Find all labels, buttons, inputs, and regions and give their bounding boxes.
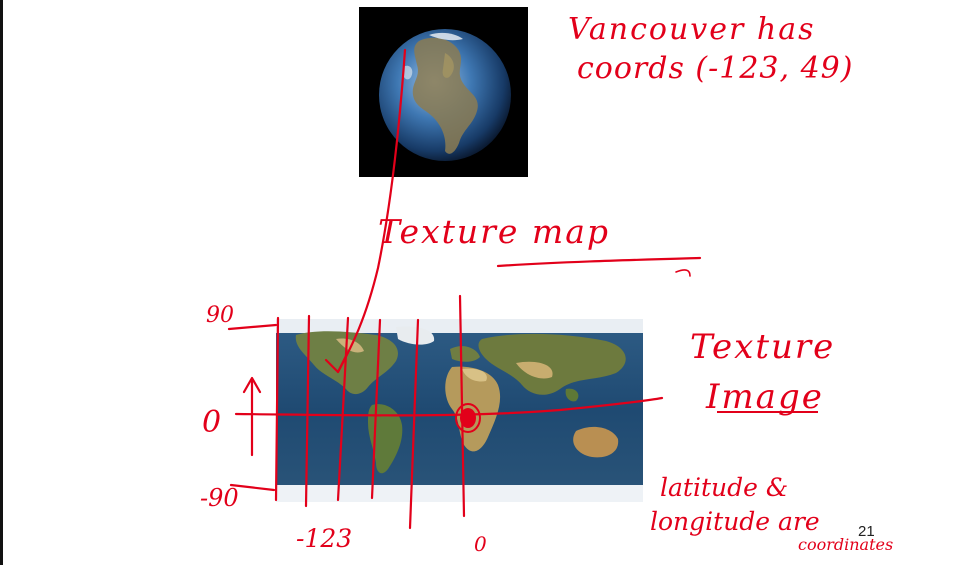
vancouver-origin-circle <box>455 403 481 433</box>
vancouver-arrow-head <box>324 354 348 374</box>
longitude-line-minus-123 <box>336 316 350 502</box>
latitude-0-label: 0 <box>202 405 222 440</box>
latitude-90-label: 90 <box>206 303 234 328</box>
vancouver-origin-dot <box>460 408 476 428</box>
lat-minus-90-tick <box>229 483 276 492</box>
slide-left-border <box>0 0 3 565</box>
lat-90-tick <box>227 323 278 331</box>
vancouver-mapping-arrow <box>336 48 407 374</box>
equator-line <box>234 396 664 417</box>
slide-number: 21 <box>858 523 875 540</box>
texture-image-label-line-1: Texture <box>690 327 836 367</box>
annotation-line-1: Vancouver has <box>568 12 816 47</box>
longitude-minus-123-label: -123 <box>296 524 353 553</box>
lat-long-note-line-1: latitude & <box>660 473 789 502</box>
texture-image-label-line-2: Image <box>706 377 824 417</box>
lat-long-note-line-3: coordinates <box>798 535 894 554</box>
latitude-minus-90-label: -90 <box>200 484 239 512</box>
lat-long-note-line-2: longitude are <box>650 507 820 536</box>
longitude-line-5 <box>408 318 420 530</box>
longitude-0-label: 0 <box>474 532 487 556</box>
texture-map-underline <box>496 256 702 268</box>
earth-globe-image <box>359 7 528 177</box>
latitude-arrow-head <box>242 376 262 394</box>
longitude-line-2 <box>304 314 311 508</box>
texture-map-label: Texture map <box>378 212 610 251</box>
annotation-line-2: coords (-123, 49) <box>577 51 854 86</box>
longitude-line-1 <box>274 316 280 502</box>
longitude-line-4 <box>370 318 382 500</box>
